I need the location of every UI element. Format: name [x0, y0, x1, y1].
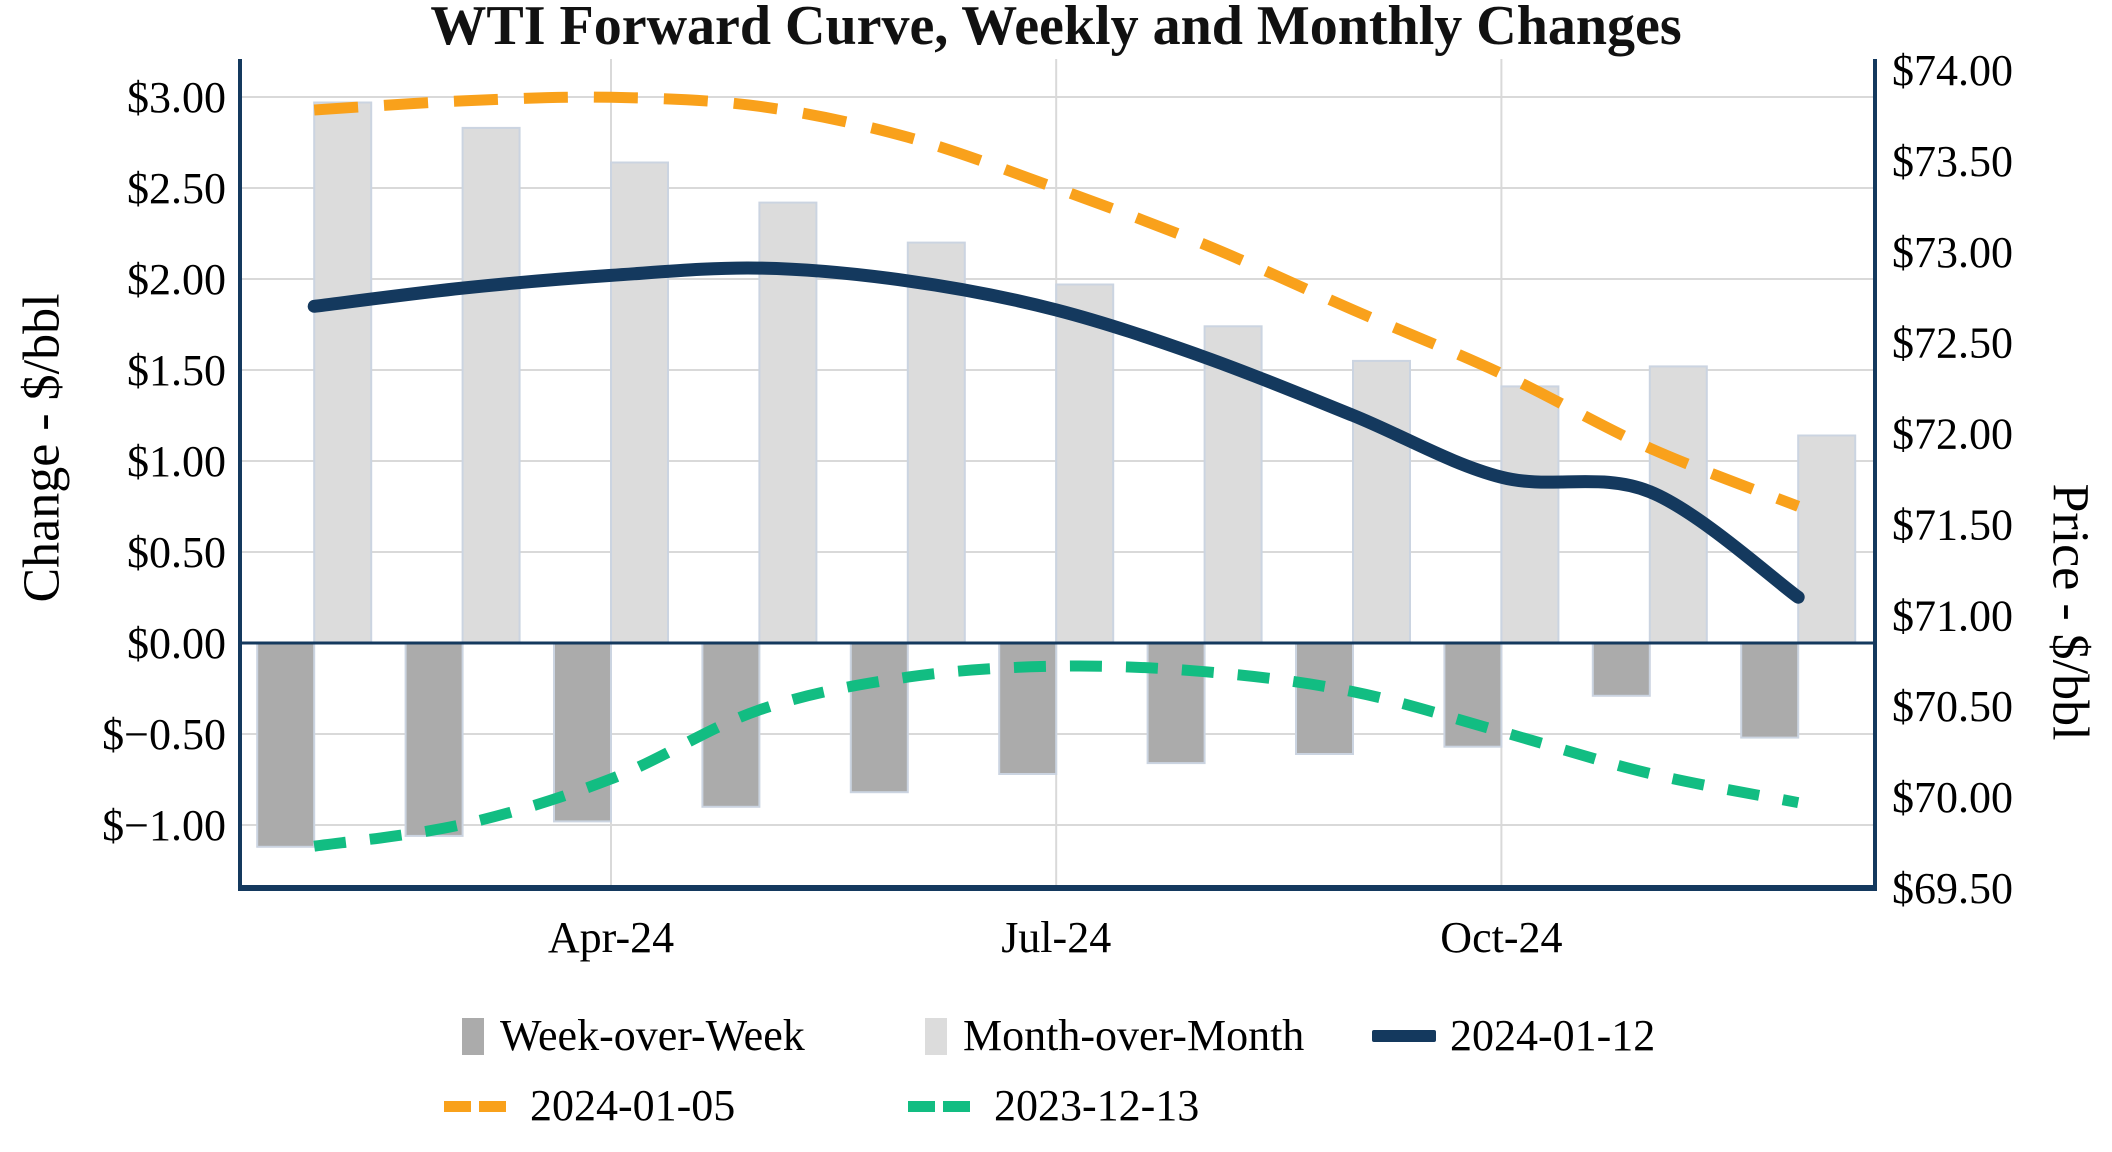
- bar-month-over-month-Mar-24: [461, 126, 521, 644]
- legend-item-week-over-week: Week-over-Week: [462, 1014, 805, 1058]
- right-tick-label: $70.00: [1892, 773, 2013, 822]
- left-tick-label: $1.50: [127, 346, 226, 395]
- orange-dash-swatch-icon: [444, 1097, 514, 1115]
- green-dash-swatch-icon: [908, 1097, 978, 1115]
- chart-title: WTI Forward Curve, Weekly and Monthly Ch…: [430, 0, 1682, 57]
- legend-item-2024-01-05: 2024-01-05: [444, 1084, 735, 1128]
- legend-item-2023-12-13: 2023-12-13: [908, 1084, 1199, 1128]
- x-tick-label: Jul-24: [1001, 913, 1111, 962]
- x-tick-label: Oct-24: [1440, 913, 1562, 962]
- legend-item-2024-01-12: 2024-01-12: [1372, 1014, 1655, 1058]
- legend-label-2023-12-13: 2023-12-13: [994, 1081, 1200, 1130]
- bar-month-over-month-Sep-24: [1352, 359, 1411, 644]
- bar-month-over-month-Jul-24: [1055, 283, 1115, 644]
- legend-label-month-over-month: Month-over-Month: [963, 1011, 1305, 1060]
- legend-item-month-over-month: Month-over-Month: [925, 1014, 1304, 1058]
- bar-month-over-month-Jun-24: [906, 241, 966, 644]
- right-tick-label: $69.50: [1892, 864, 2013, 913]
- left-tick-label: $0.50: [127, 528, 226, 577]
- left-tick-label: $1.00: [127, 437, 226, 486]
- bar-month-over-month-Feb-24: [313, 101, 373, 644]
- bar-week-over-week-Feb-24: [256, 642, 316, 848]
- bar-week-over-week-Oct-24: [1443, 642, 1503, 748]
- bar-week-over-week-Aug-24: [1146, 642, 1206, 765]
- legend-label-2024-01-05: 2024-01-05: [530, 1081, 736, 1130]
- right-tick-label: $72.00: [1892, 410, 2013, 459]
- bar-week-over-week-Apr-24: [553, 642, 612, 823]
- line-2024-01-12: [307, 261, 1805, 604]
- legend-label-2024-01-12: 2024-01-12: [1450, 1011, 1656, 1060]
- solid-line-swatch-icon: [1372, 1030, 1436, 1042]
- left-tick-label: $3.00: [127, 73, 226, 122]
- bar-week-over-week-Nov-24: [1591, 642, 1651, 697]
- right-tick-label: $74.00: [1892, 46, 2013, 95]
- right-tick-label: $70.50: [1892, 682, 2013, 731]
- bar-week-over-week-Mar-24: [404, 642, 464, 837]
- bar-month-over-month-Oct-24: [1500, 385, 1560, 644]
- left-tick-label: $−1.00: [102, 801, 226, 850]
- right-tick-label: $72.50: [1892, 319, 2013, 368]
- bar-week-over-week-Dec-24: [1740, 642, 1800, 739]
- legend-label-week-over-week: Week-over-Week: [500, 1011, 805, 1060]
- week-over-week-swatch-icon: [462, 1017, 484, 1055]
- month-over-month-swatch-icon: [925, 1017, 947, 1055]
- right-tick-label: $73.50: [1892, 137, 2013, 186]
- bar-month-over-month-Dec-24: [1797, 434, 1857, 644]
- bar-month-over-month-Apr-24: [610, 161, 669, 644]
- right-tick-label: $73.00: [1892, 228, 2013, 277]
- left-tick-label: $−0.50: [102, 710, 226, 759]
- left-tick-label: $0.00: [127, 619, 226, 668]
- bar-week-over-week-Jun-24: [849, 642, 909, 794]
- line-2024-01-05: [313, 91, 1801, 512]
- right-tick-label: $71.00: [1892, 591, 2013, 640]
- left-tick-label: $2.50: [127, 164, 226, 213]
- left-tick-label: $2.00: [127, 255, 226, 304]
- right-tick-label: $71.50: [1892, 500, 2013, 549]
- x-tick-label: Apr-24: [548, 913, 674, 962]
- bar-week-over-week-Sep-24: [1295, 642, 1354, 755]
